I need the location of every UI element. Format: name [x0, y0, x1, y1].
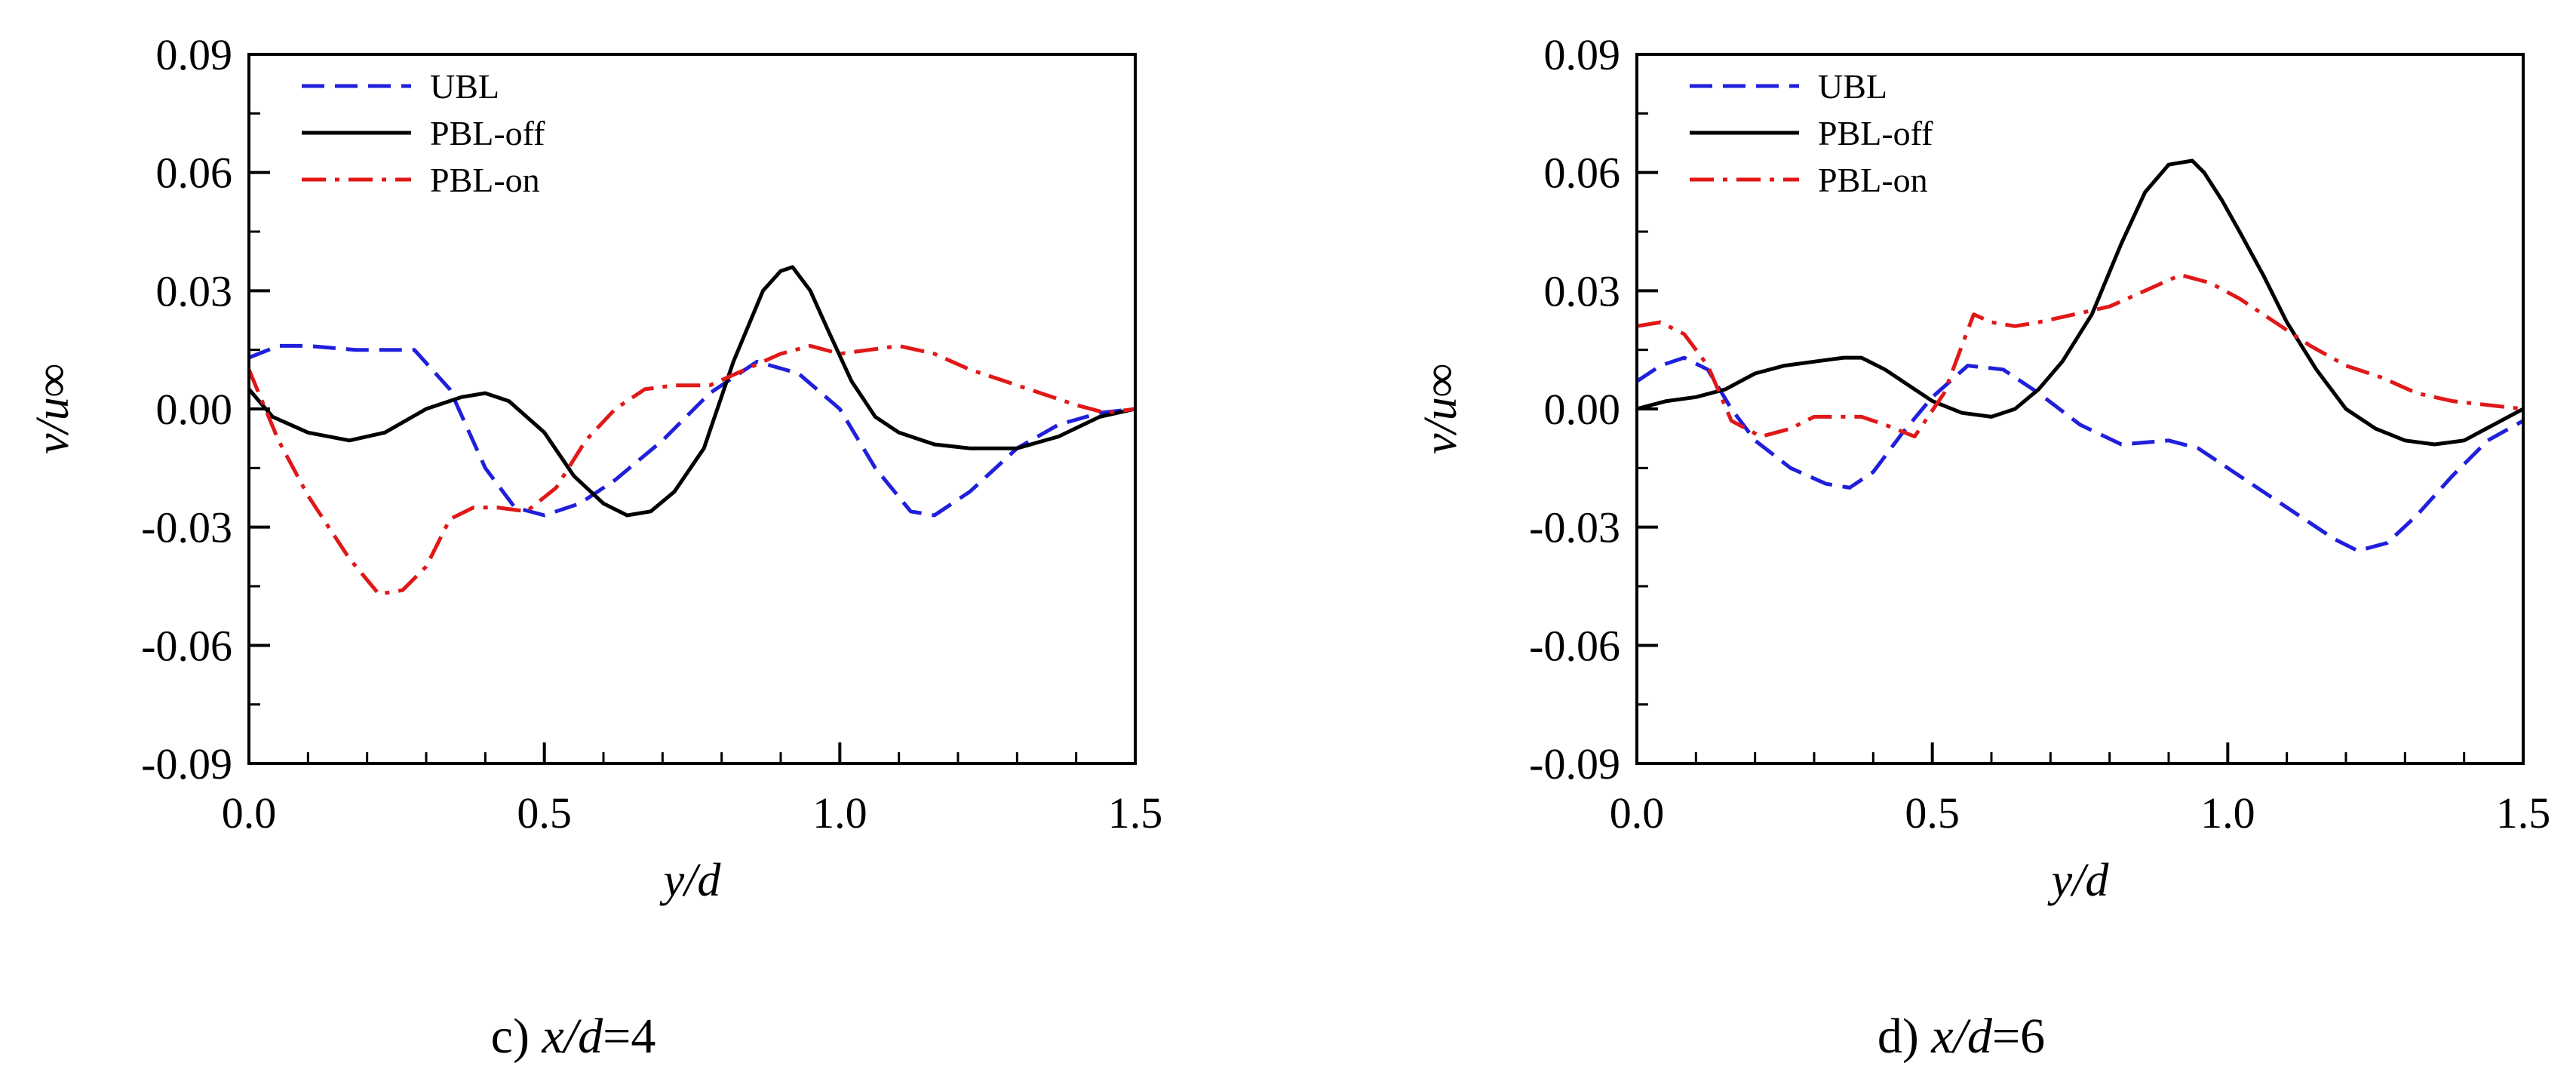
x-tick-label: 1.5	[2496, 788, 2551, 837]
y-tick-label: 0.03	[156, 266, 233, 315]
y-tick-label: 0.09	[1544, 30, 1621, 79]
y-tick-label: 0.00	[156, 385, 233, 434]
x-tick-label: 0.0	[1610, 788, 1665, 837]
y-tick-label: -0.03	[1529, 503, 1620, 552]
y-tick-label: -0.06	[141, 621, 232, 670]
chart-panel-d: -0.09 -0.06 -0.03 0.00 0.03 0.06 0.09 0.0 0.5 1.0…	[1415, 30, 2550, 1064]
x-tick-label: 0.5	[1905, 788, 1960, 837]
panel-caption: d) x/d=6	[1878, 1009, 2045, 1064]
y-axis-label: v/u∞	[27, 364, 78, 454]
y-axis-label: v/u∞	[1415, 364, 1466, 454]
y-tick-label: 0.06	[1544, 149, 1621, 198]
series-line-ubl	[1637, 355, 2523, 553]
y-tick-label: -0.03	[141, 503, 232, 552]
y-tick-label: 0.00	[1544, 385, 1621, 434]
legend-label-ubl: UBL	[430, 67, 499, 106]
chart-panel-c: -0.09 -0.06 -0.03 0.00 0.03 0.06 0.09 0.0 0.5 1.0…	[27, 30, 1162, 1064]
x-tick-label: 1.0	[812, 788, 867, 837]
legend-label-ubl: UBL	[1818, 67, 1887, 106]
series-line-pbl-on	[1637, 272, 2523, 439]
series-line-pbl-on	[249, 343, 1135, 596]
x-tick-label: 1.5	[1108, 788, 1163, 837]
legend: UBL PBL-off PBL-on	[1690, 67, 1933, 199]
legend-label-pbl-on: PBL-on	[430, 161, 540, 199]
series-line-ubl	[249, 343, 1135, 518]
series-line-pbl-off	[249, 265, 1135, 518]
y-tick-label: 0.03	[1544, 266, 1621, 315]
series-line-pbl-off	[1637, 158, 2523, 447]
legend-label-pbl-off: PBL-off	[430, 114, 545, 152]
plot-frame	[1635, 53, 2525, 765]
legend: UBL PBL-off PBL-on	[302, 67, 545, 199]
x-axis-label: y/d	[659, 855, 722, 906]
y-tick-label: -0.09	[141, 739, 232, 788]
legend-label-pbl-on: PBL-on	[1818, 161, 1928, 199]
y-tick-label: 0.06	[156, 149, 233, 198]
x-tick-label: 0.0	[222, 788, 277, 837]
legend-label-pbl-off: PBL-off	[1818, 114, 1933, 152]
x-tick-label: 0.5	[517, 788, 572, 837]
y-tick-label: -0.09	[1529, 739, 1620, 788]
x-tick-label: 1.0	[2200, 788, 2255, 837]
panel-caption: c) x/d=4	[491, 1009, 656, 1064]
y-tick-label: 0.09	[156, 30, 233, 79]
y-tick-label: -0.06	[1529, 621, 1620, 670]
x-axis-label: y/d	[2047, 855, 2110, 906]
